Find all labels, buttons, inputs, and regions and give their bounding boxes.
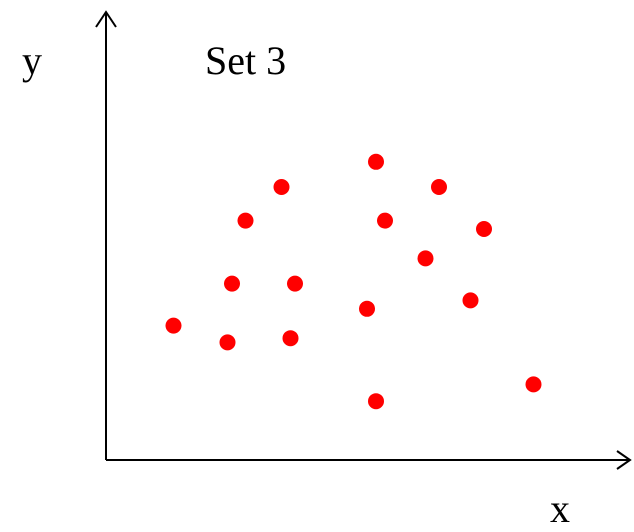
x-axis-label: x	[550, 486, 570, 531]
scatter-point-9	[287, 275, 303, 292]
axes	[95, 10, 632, 470]
scatter-point-10	[462, 292, 479, 309]
scatter-point-1	[368, 153, 384, 170]
scatter-point-4	[237, 212, 254, 229]
scatter-point-16	[368, 393, 384, 410]
scatter-point-6	[476, 221, 492, 237]
scatter-point-3	[431, 179, 447, 195]
scatter-point-12	[165, 317, 182, 334]
x-axis-arrowhead	[616, 450, 632, 470]
scatter-point-13	[282, 330, 299, 347]
scatter-point-11	[359, 300, 375, 317]
y-axis-arrowhead	[95, 10, 117, 28]
scatter-points	[165, 153, 542, 410]
scatter-point-8	[224, 275, 240, 292]
scatter-point-7	[417, 250, 434, 267]
scatter-point-5	[377, 212, 393, 229]
chart-title: Set 3	[205, 38, 286, 83]
scatter-point-14	[219, 334, 236, 351]
y-axis-label: y	[22, 38, 42, 83]
scatter-point-2	[273, 179, 290, 195]
scatter-point-15	[525, 376, 542, 393]
